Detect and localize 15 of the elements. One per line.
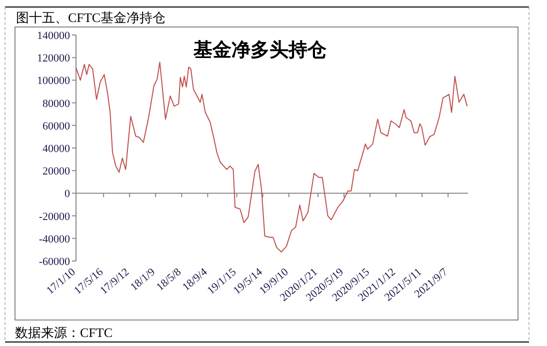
y-tick-label: -20000 bbox=[38, 210, 70, 223]
y-tick-label: 80000 bbox=[42, 98, 70, 110]
y-tick-label: 40000 bbox=[42, 143, 70, 155]
y-tick-label: 20000 bbox=[42, 166, 70, 178]
y-tick-label: 60000 bbox=[42, 120, 70, 132]
y-tick-label: 140000 bbox=[37, 30, 70, 42]
y-tick-label: 120000 bbox=[37, 52, 70, 65]
y-tick-label: 0 bbox=[64, 188, 70, 200]
y-tick-label: -40000 bbox=[38, 233, 70, 246]
y-tick-label: -60000 bbox=[38, 256, 70, 268]
y-tick-label: 100000 bbox=[37, 75, 70, 88]
source-note: 数据来源：CFTC bbox=[15, 325, 113, 340]
line-series bbox=[76, 62, 468, 252]
chart-subtitle: 基金净多头持仓 bbox=[192, 39, 328, 61]
chart-title: 图十五、CFTC基金净持仓 bbox=[16, 10, 166, 25]
